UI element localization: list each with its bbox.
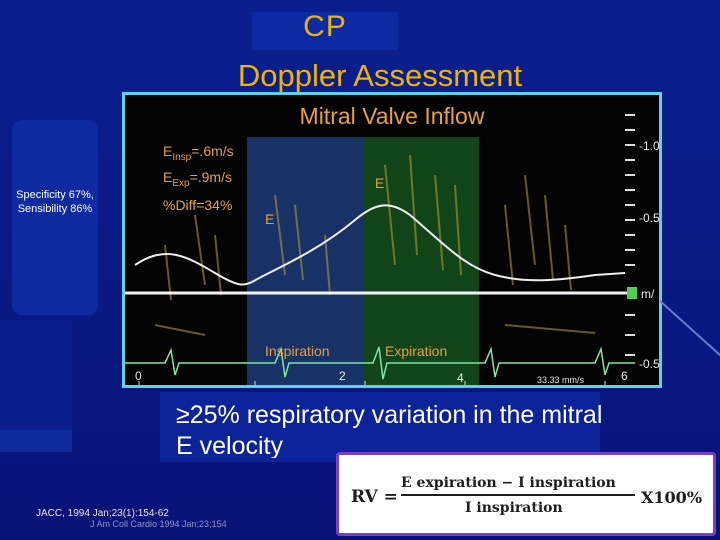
left-decor-strip-accent (0, 430, 72, 452)
e-insp-label: EInsp=.6m/s (163, 143, 234, 163)
sweep-speed: 33.33 mm/s (537, 375, 585, 385)
speckle-noise (154, 154, 596, 336)
pct-diff-label: %Diff=34% (163, 197, 233, 213)
side-panel (12, 120, 98, 315)
e-marker-left: E (265, 211, 275, 227)
decorative-line (659, 300, 720, 362)
doppler-trace-graphic (125, 114, 637, 385)
fraction-bar (401, 494, 635, 496)
scale-label-3: m/ (641, 287, 655, 301)
citation-secondary: J Am Coll Cardio 1994 Jan;23;154 (90, 519, 227, 529)
title-background (252, 12, 398, 50)
formula-denominator: I inspiration (465, 500, 563, 516)
slide-title: CP (303, 10, 347, 43)
phase-inspiration: Inspiration (265, 343, 330, 359)
formula-lhs: RV = (351, 487, 398, 507)
formula-multiplier: X100% (641, 488, 703, 507)
velocity-envelope (134, 204, 626, 286)
rv-formula-box: RV = E expiration − I inspiration I insp… (336, 452, 716, 536)
phase-expiration: Expiration (385, 343, 448, 359)
scale-ticks (625, 114, 635, 356)
doppler-image: Mitral Valve Inflow EInsp=.6m/s EExp=.9m… (122, 92, 662, 388)
scale-label-1: -1.0 (639, 139, 660, 153)
bullet-panel (160, 392, 600, 462)
citation: JACC, 1994 Jan;23(1):154-62 (36, 508, 169, 519)
ecg-trace (125, 346, 635, 380)
bullet-text: ≥25% respiratory variation in the mitral… (176, 401, 603, 458)
time-ticks (138, 381, 606, 385)
time-label-2: 2 (339, 369, 346, 383)
side-note: Specificity 67%, Sensibility 86% (16, 189, 94, 215)
time-label-0: 0 (135, 369, 142, 383)
e-marker-right: E (375, 175, 385, 191)
baseline-marker (627, 287, 637, 299)
left-decor-strip (0, 320, 72, 450)
slide-subtitle: Doppler Assessment (237, 58, 523, 93)
scale-label-4: -0.5 (639, 357, 660, 371)
time-label-4: 4 (457, 371, 464, 385)
e-exp-label: EExp=.9m/s (163, 169, 232, 189)
inspiration-band (247, 137, 363, 385)
time-label-6: 6 (621, 369, 628, 383)
formula-numerator: E expiration − I inspiration (401, 475, 616, 491)
doppler-title: Mitral Valve Inflow (299, 103, 485, 129)
scale-label-2: -0.5 (639, 211, 660, 225)
